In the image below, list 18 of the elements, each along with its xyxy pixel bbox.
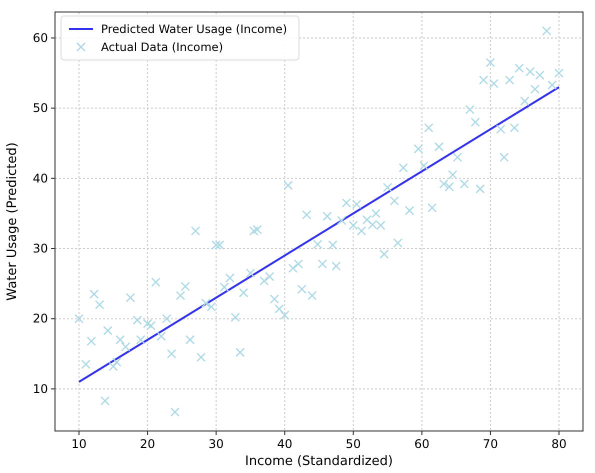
- y-tick-label: 50: [32, 101, 48, 116]
- legend-label: Predicted Water Usage (Income): [101, 22, 288, 36]
- x-tick-label: 50: [346, 437, 361, 451]
- x-tick-label: 80: [551, 437, 567, 451]
- x-tick-label: 10: [71, 437, 87, 451]
- x-tick-label: 30: [208, 437, 224, 451]
- x-axis-title: Income (Standardized): [245, 454, 393, 469]
- x-tick-label: 60: [414, 437, 430, 451]
- y-tick-label: 10: [32, 382, 48, 396]
- x-tick-label: 40: [277, 437, 292, 451]
- legend-label: Actual Data (Income): [101, 40, 224, 54]
- x-tick-label: 70: [482, 437, 498, 451]
- y-axis-title: Water Usage (Predicted): [5, 142, 20, 301]
- y-tick-label: 60: [32, 30, 48, 45]
- y-tick-label: 20: [32, 312, 48, 326]
- x-tick-label: 20: [140, 437, 156, 451]
- y-tick-label: 30: [32, 242, 48, 256]
- y-tick-label: 40: [32, 171, 48, 186]
